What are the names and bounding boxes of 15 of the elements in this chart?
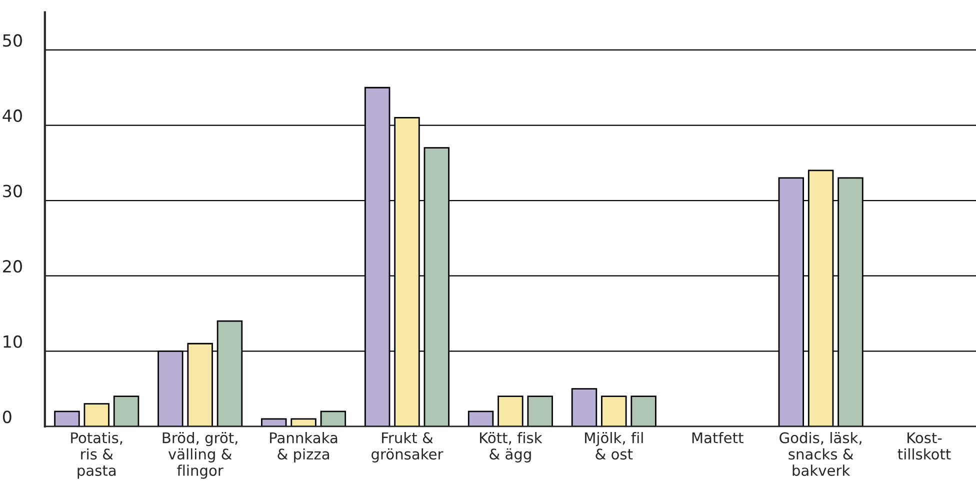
x-tick-label: Godis, läsk, snacks & bakverk [780,432,862,476]
y-tick-label: 20 [3,260,22,273]
x-tick-label: Frukt & grönsaker [372,432,444,462]
y-tick-label: 30 [3,184,22,198]
x-tick-label: Matfett [692,432,744,444]
x-tick-label: Mjölk, fil & ost [585,432,643,460]
x-tick-label: Potatis, ris & pasta [71,432,122,479]
x-tick-label: Pannkaka & pizza [270,432,338,462]
y-tick-label: 50 [3,34,22,47]
x-tick-label: Bröd, gröt, välling & flingor [162,432,238,479]
x-tick-label: Kött, fisk & ägg [480,432,542,462]
y-tick-label: 10 [4,335,22,348]
y-tick-label: 0 [2,410,12,424]
x-tick-label: Kost- tillskott [898,432,951,460]
y-tick-label: 40 [2,109,22,122]
